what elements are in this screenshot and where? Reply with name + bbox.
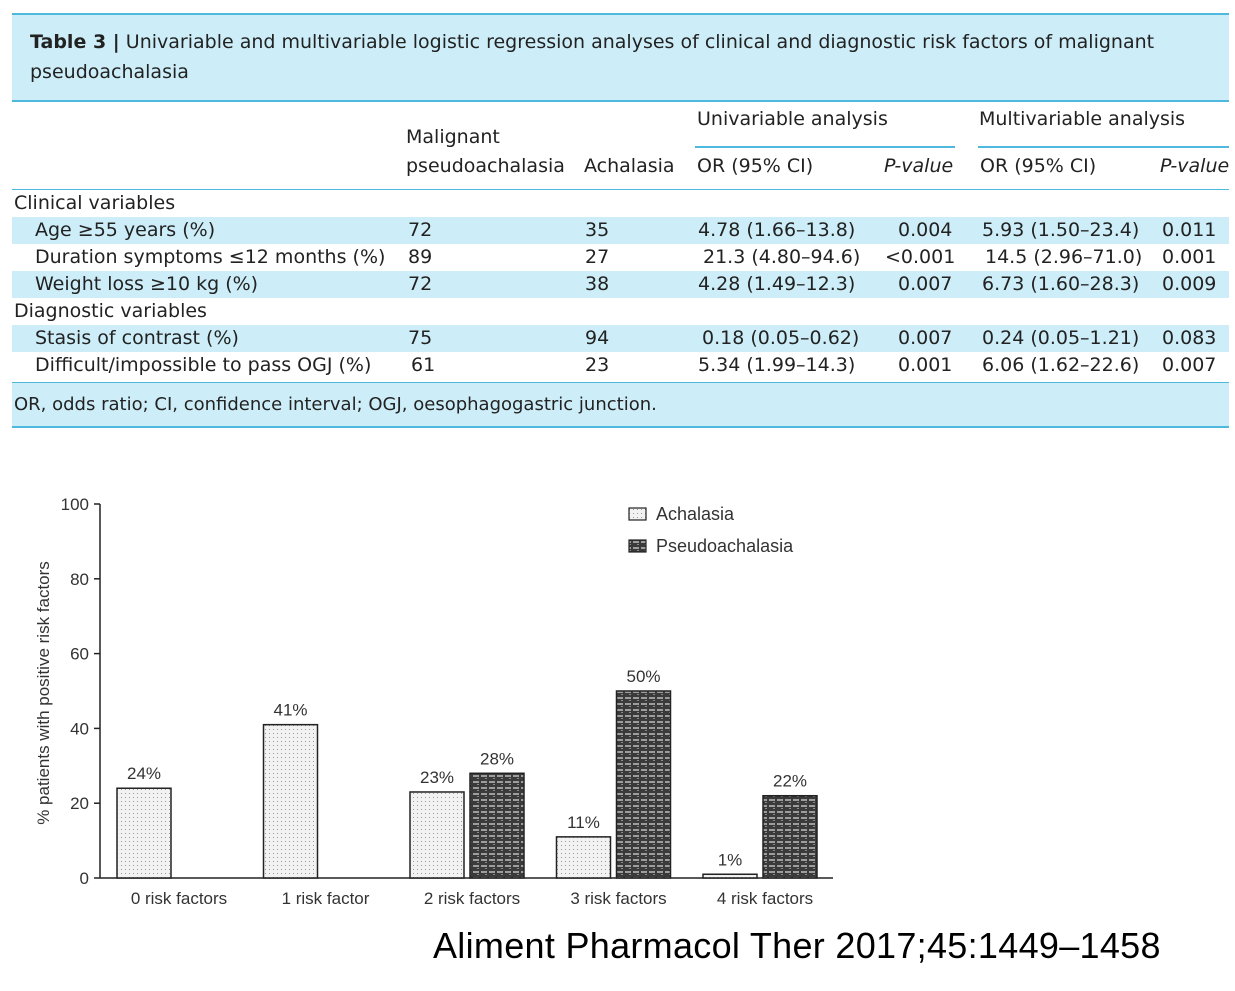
x-tick-label: 1 risk factor bbox=[282, 889, 370, 908]
cell-achalasia: 27 bbox=[585, 246, 610, 268]
data-label-achalasia-4: 1% bbox=[718, 850, 743, 869]
x-tick-label: 0 risk factors bbox=[131, 889, 227, 908]
header-malignant-line1: Malignant bbox=[406, 126, 500, 148]
cell-uni-p: 0.001 bbox=[898, 354, 953, 376]
data-label-achalasia-0: 24% bbox=[127, 764, 161, 783]
results-table: Table 3 | Univariable and multivariable … bbox=[12, 13, 1229, 428]
cell-achalasia: 38 bbox=[585, 273, 610, 295]
cell-multi-p: 0.011 bbox=[1162, 219, 1217, 241]
cell-uni-or: 4.28 (1.49–12.3) bbox=[698, 273, 856, 295]
data-label-pseudoachalasia-4: 22% bbox=[773, 772, 807, 791]
header-achalasia: Achalasia bbox=[584, 155, 675, 177]
cell-multi-p: 0.083 bbox=[1162, 327, 1217, 349]
table-row: Weight loss ≥10 kg (%) 72 38 4.28 (1.49–… bbox=[12, 271, 1229, 298]
y-axis-label: % patients with positive risk factors bbox=[34, 561, 53, 825]
x-tick-label: 3 risk factors bbox=[570, 889, 666, 908]
cell-uni-or: 4.78 (1.66–13.8) bbox=[698, 219, 856, 241]
data-label-achalasia-1: 41% bbox=[273, 701, 307, 720]
bar-pseudoachalasia-2 bbox=[469, 772, 525, 879]
x-tick-label: 2 risk factors bbox=[424, 889, 520, 908]
cell-multi-p: 0.001 bbox=[1162, 246, 1217, 268]
section-diagnostic-label: Diagnostic variables bbox=[14, 300, 207, 322]
section-title-clinical: Clinical variables bbox=[12, 190, 1229, 217]
bar-achalasia-2 bbox=[409, 791, 465, 879]
univariable-underline bbox=[695, 146, 955, 148]
data-label-achalasia-3: 11% bbox=[567, 813, 600, 832]
bar-pseudoachalasia-4 bbox=[762, 794, 818, 879]
row-label: Stasis of contrast (%) bbox=[35, 327, 239, 349]
header-univariable: Univariable analysis bbox=[697, 108, 888, 130]
row-label: Duration symptoms ≤12 months (%) bbox=[35, 246, 386, 268]
legend-swatch-achalasia bbox=[628, 507, 647, 521]
cell-multi-or: 5.93 (1.50–23.4) bbox=[982, 219, 1140, 241]
cell-multi-or: 6.06 (1.62–22.6) bbox=[982, 354, 1140, 376]
cell-multi-or: 6.73 (1.60–28.3) bbox=[982, 273, 1140, 295]
legend-label-achalasia: Achalasia bbox=[656, 504, 735, 524]
section-title-diagnostic: Diagnostic variables bbox=[12, 298, 1229, 325]
table-row: Duration symptoms ≤12 months (%) 89 27 2… bbox=[12, 244, 1229, 271]
table-caption-label: Table 3 | bbox=[30, 31, 120, 53]
legend-swatch-pseudoachalasia bbox=[628, 539, 647, 553]
cell-malignant: 89 bbox=[408, 246, 433, 268]
cell-uni-p: 0.004 bbox=[898, 219, 953, 241]
cell-malignant: 72 bbox=[408, 219, 433, 241]
header-multivariable: Multivariable analysis bbox=[979, 108, 1186, 130]
bar-achalasia-1 bbox=[262, 723, 319, 879]
bar-achalasia-4 bbox=[702, 873, 758, 879]
header-malignant-line2: pseudoachalasia bbox=[406, 155, 565, 177]
table-header: Malignant pseudoachalasia Achalasia Univ… bbox=[12, 102, 1229, 190]
y-tick-label: 40 bbox=[70, 719, 89, 738]
y-tick-label: 20 bbox=[70, 794, 89, 813]
legend-label-pseudoachalasia: Pseudoachalasia bbox=[656, 536, 794, 556]
cell-achalasia: 94 bbox=[585, 327, 610, 349]
bar-achalasia-3 bbox=[555, 836, 612, 879]
section-clinical-label: Clinical variables bbox=[14, 192, 176, 214]
cell-uni-or: 0.18 (0.05–0.62) bbox=[702, 327, 860, 349]
header-or-ci-univariable: OR (95% CI) bbox=[697, 155, 814, 177]
risk-factor-bar-chart: 0 20 40 60 80 100 % patients with positive ris… bbox=[34, 495, 833, 908]
header-p-univariable: P-value bbox=[884, 155, 954, 177]
y-tick-label: 0 bbox=[80, 869, 89, 888]
cell-multi-p: 0.009 bbox=[1162, 273, 1217, 295]
table-footnote: OR, odds ratio; CI, confidence interval;… bbox=[12, 382, 1229, 428]
cell-multi-or: 0.24 (0.05–1.21) bbox=[982, 327, 1140, 349]
bar-pseudoachalasia-3 bbox=[615, 690, 672, 879]
cell-uni-or: 5.34 (1.99–14.3) bbox=[698, 354, 856, 376]
table-caption-text: Univariable and multivariable logistic r… bbox=[30, 31, 1155, 83]
row-label: Weight loss ≥10 kg (%) bbox=[35, 273, 259, 295]
header-or-ci-multivariable: OR (95% CI) bbox=[980, 155, 1097, 177]
cell-achalasia: 35 bbox=[585, 219, 610, 241]
table-row: Stasis of contrast (%) 75 94 0.18 (0.05–… bbox=[12, 325, 1229, 352]
cell-multi-or: 14.5 (2.96–71.0) bbox=[985, 246, 1143, 268]
data-label-achalasia-2: 23% bbox=[420, 768, 454, 787]
bar-achalasia-0 bbox=[116, 787, 172, 879]
table-row: Age ≥55 years (%) 72 35 4.78 (1.66–13.8)… bbox=[12, 217, 1229, 244]
table-row: Difficult/impossible to pass OGJ (%) 61 … bbox=[12, 352, 1229, 379]
y-tick-label: 60 bbox=[70, 645, 89, 664]
cell-multi-p: 0.007 bbox=[1162, 354, 1217, 376]
cell-uni-p: 0.007 bbox=[898, 273, 953, 295]
cell-malignant: 61 bbox=[411, 354, 436, 376]
cell-malignant: 72 bbox=[408, 273, 433, 295]
header-p-multivariable: P-value bbox=[1160, 155, 1230, 177]
y-tick-label: 80 bbox=[70, 570, 89, 589]
data-label-pseudoachalasia-3: 50% bbox=[626, 667, 660, 686]
y-tick-label: 100 bbox=[61, 495, 89, 514]
table-caption: Table 3 | Univariable and multivariable … bbox=[12, 13, 1229, 102]
cell-uni-or: 21.3 (4.80–94.6) bbox=[703, 246, 861, 268]
journal-citation: Aliment Pharmacol Ther 2017;45:1449–1458 bbox=[433, 925, 1161, 966]
cell-uni-p: <0.001 bbox=[885, 246, 956, 268]
cell-uni-p: 0.007 bbox=[898, 327, 953, 349]
cell-malignant: 75 bbox=[408, 327, 433, 349]
row-label: Age ≥55 years (%) bbox=[35, 219, 216, 241]
multivariable-underline bbox=[978, 146, 1229, 148]
row-label: Difficult/impossible to pass OGJ (%) bbox=[35, 354, 372, 376]
cell-achalasia: 23 bbox=[585, 354, 610, 376]
data-label-pseudoachalasia-2: 28% bbox=[480, 749, 514, 768]
x-tick-label: 4 risk factors bbox=[717, 889, 813, 908]
